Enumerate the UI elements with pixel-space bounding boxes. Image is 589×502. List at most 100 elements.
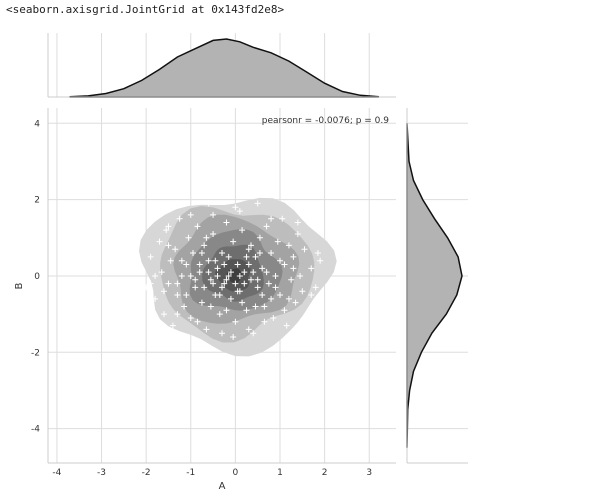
scatter-point [192,276,199,283]
scatter-point [270,314,277,321]
scatter-point [201,284,208,291]
scatter-point [314,250,321,257]
scatter-point [230,238,237,245]
scatter-point [308,292,315,299]
scatter-point [187,211,194,218]
scatter-point [243,253,250,260]
scatter-point [196,269,203,276]
scatter-point [147,280,154,287]
scatter-point [210,280,217,287]
scatter-point [308,265,315,272]
scatter-point [256,234,263,241]
scatter-point [290,253,297,260]
scatter-point [161,311,167,318]
scatter-point [223,276,230,283]
scatter-point [207,276,214,283]
scatter-point [172,246,179,253]
y-tick-label: 2 [34,196,40,206]
scatter-point [248,276,254,283]
scatter-point [161,288,167,295]
scatter-point [205,257,212,264]
scatter-point [279,215,286,222]
scatter-point [163,227,170,234]
scatter-point [221,261,228,268]
scatter-point [219,284,225,291]
scatter-point [176,215,183,222]
scatter-point [165,280,172,287]
marginal-y-kde [406,123,463,448]
x-axis-label: A [219,481,226,492]
scatter-point [221,280,228,287]
scatter-point [239,299,246,306]
scatter-point [292,299,299,306]
scatter-point [288,276,295,283]
scatter-point [285,295,292,302]
scatter-point [272,284,279,291]
scatter-point [241,280,248,287]
x-tick-label: -2 [142,468,151,478]
scatter-point [297,272,304,279]
scatter-point [227,269,234,276]
x-ticks: -4 -3 -2 -1 0 1 2 3 [52,468,372,478]
y-tick-label: -4 [31,425,40,435]
scatter-point [201,242,208,249]
scatter-point [212,257,219,264]
scatter-point [183,261,190,268]
scatter-point [294,230,301,237]
x-tick-label: 3 [366,468,372,478]
scatter-point [214,272,221,279]
scatter-point [152,295,159,302]
scatter-point [272,272,279,279]
scatter-point [207,303,214,310]
scatter-point [241,269,248,276]
scatter-point [256,250,263,257]
scatter-point [245,326,252,333]
scatter-point [152,272,159,279]
scatter-point [203,326,210,333]
scatter-point [138,265,145,272]
scatter-point [285,242,292,249]
scatter-point [232,318,239,325]
scatter-point [274,238,281,245]
scatter-point [236,208,243,215]
scatter-point [156,238,163,245]
scatter-point [198,250,205,257]
scatter-point [219,250,225,257]
scatter-point [259,265,266,272]
scatter-point [183,292,190,299]
x-tick-label: 0 [233,468,239,478]
scatter-point [192,284,199,291]
scatter-point [205,269,212,276]
scatter-point [185,234,192,241]
scatter-point [181,303,188,310]
scatter-point [281,307,288,314]
scatter-point [165,242,172,249]
scatter-point [265,280,272,287]
scatter-point [301,246,308,253]
y-tick-label: 4 [34,119,40,129]
x-tick-label: -1 [186,468,195,478]
scatter-point [261,303,268,310]
scatter-point [239,227,246,234]
scatter-point [248,242,254,249]
scatter-point [214,265,221,272]
scatter-point [187,272,194,279]
scatter-point [225,253,232,260]
scatter-point [227,295,234,302]
scatter-point [147,253,154,260]
scatter-point [277,292,283,299]
scatter-point [234,261,241,268]
scatter-point [203,234,210,241]
scatter-point [299,288,306,295]
scatter-point [174,311,181,318]
scatter-point [167,257,174,264]
scatter-point [243,307,250,314]
scatter-point [283,322,290,329]
scatter-point [254,276,261,283]
scatter-point [230,334,237,341]
scatter-point [312,284,319,291]
scatter-point [268,295,275,302]
scatter-point [268,215,275,222]
scatter-point [245,261,252,268]
scatter-point [232,280,239,287]
